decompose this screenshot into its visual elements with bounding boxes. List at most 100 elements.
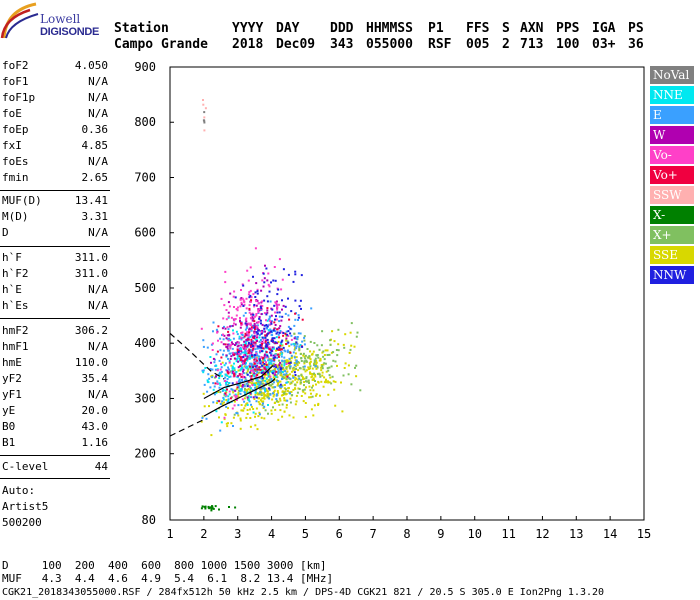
echo-point <box>266 295 269 298</box>
echo-point <box>243 345 246 348</box>
echo-point <box>284 370 287 373</box>
echo-point <box>254 341 257 344</box>
echo-point <box>238 357 241 360</box>
echo-point <box>247 334 250 337</box>
echo-point <box>200 327 203 330</box>
echo-point <box>234 393 237 396</box>
echo-point <box>248 296 251 299</box>
echo-point <box>225 373 227 376</box>
echo-point <box>224 376 227 379</box>
echo-point <box>289 401 292 404</box>
echo-point <box>203 129 206 132</box>
echo-point <box>277 418 280 421</box>
echo-point <box>259 403 262 406</box>
echo-point <box>213 393 216 396</box>
echo-point <box>313 342 316 344</box>
echo-point <box>248 328 251 331</box>
echo-point <box>256 332 259 335</box>
echo-point <box>256 364 259 367</box>
echo-point <box>250 296 253 299</box>
echo-point <box>250 326 253 329</box>
echo-point <box>241 398 244 401</box>
echo-point <box>244 312 247 314</box>
echo-point <box>295 347 298 350</box>
echo-point <box>241 385 244 388</box>
echo-point <box>273 389 276 392</box>
echo-point <box>253 362 256 365</box>
echo-point <box>254 357 256 360</box>
echo-point <box>271 337 274 340</box>
echo-point <box>347 364 350 367</box>
muf-row: MUF 4.3 4.4 4.6 4.9 5.4 6.1 8.2 13.4 [MH… <box>2 572 334 585</box>
echo-point <box>232 295 235 298</box>
echo-point <box>258 413 261 416</box>
legend-item-nne: NNE <box>650 86 694 104</box>
echo-point <box>298 305 301 308</box>
echo-point <box>247 397 250 400</box>
echo-point <box>292 366 295 369</box>
header-ps-label: PS <box>628 21 644 36</box>
echo-point <box>207 381 210 384</box>
echo-point <box>294 336 297 338</box>
echo-point <box>259 365 262 368</box>
echo-point <box>235 412 238 414</box>
echo-point <box>246 359 249 362</box>
header-yyyy-value: 2018 <box>232 37 264 52</box>
echo-point <box>247 343 250 346</box>
echo-point <box>253 361 256 364</box>
echo-point <box>308 382 310 384</box>
echo-point <box>246 344 249 347</box>
echo-point <box>329 339 332 342</box>
echo-point <box>219 391 222 394</box>
echo-point <box>259 387 261 390</box>
echo-point <box>254 395 257 398</box>
echo-point <box>229 347 232 350</box>
echo-point <box>255 351 258 353</box>
echo-point <box>240 350 243 353</box>
echo-point <box>319 394 321 397</box>
echo-point <box>244 350 247 353</box>
echo-point <box>236 309 239 312</box>
echo-point <box>294 318 297 321</box>
echo-point <box>222 338 225 341</box>
echo-point <box>243 383 246 386</box>
echo-point <box>340 381 342 384</box>
echo-point <box>297 369 300 372</box>
echo-point <box>215 353 218 356</box>
echo-point <box>272 339 275 342</box>
echo-point <box>250 338 253 341</box>
echo-point <box>250 365 253 368</box>
echo-point <box>297 375 300 378</box>
echo-point <box>263 374 266 377</box>
echo-point <box>263 336 266 339</box>
echo-point <box>221 400 224 403</box>
echo-point <box>242 304 245 307</box>
echo-point <box>242 347 245 350</box>
echo-point <box>263 277 266 280</box>
echo-point <box>268 343 271 346</box>
echo-point <box>253 383 256 386</box>
echo-point <box>271 398 274 401</box>
echo-point <box>285 381 288 384</box>
echo-point <box>227 399 230 402</box>
echo-point <box>270 384 273 387</box>
echo-point <box>248 331 251 334</box>
echo-point <box>303 335 306 338</box>
echo-point <box>262 397 265 400</box>
echo-point <box>294 374 297 376</box>
echo-point <box>238 349 241 352</box>
echo-point <box>248 350 251 353</box>
echo-point <box>282 334 285 337</box>
echo-point <box>277 348 280 351</box>
echo-point <box>329 376 332 379</box>
echo-point <box>232 416 235 419</box>
echo-point <box>359 389 362 392</box>
echo-point <box>227 311 230 314</box>
echo-point <box>303 368 306 371</box>
y-tick-label: 200 <box>134 447 156 461</box>
echo-point <box>295 368 297 370</box>
x-tick-label: 10 <box>467 527 481 541</box>
echo-point <box>236 352 239 355</box>
echo-point <box>258 351 261 354</box>
echo-point <box>268 397 271 400</box>
